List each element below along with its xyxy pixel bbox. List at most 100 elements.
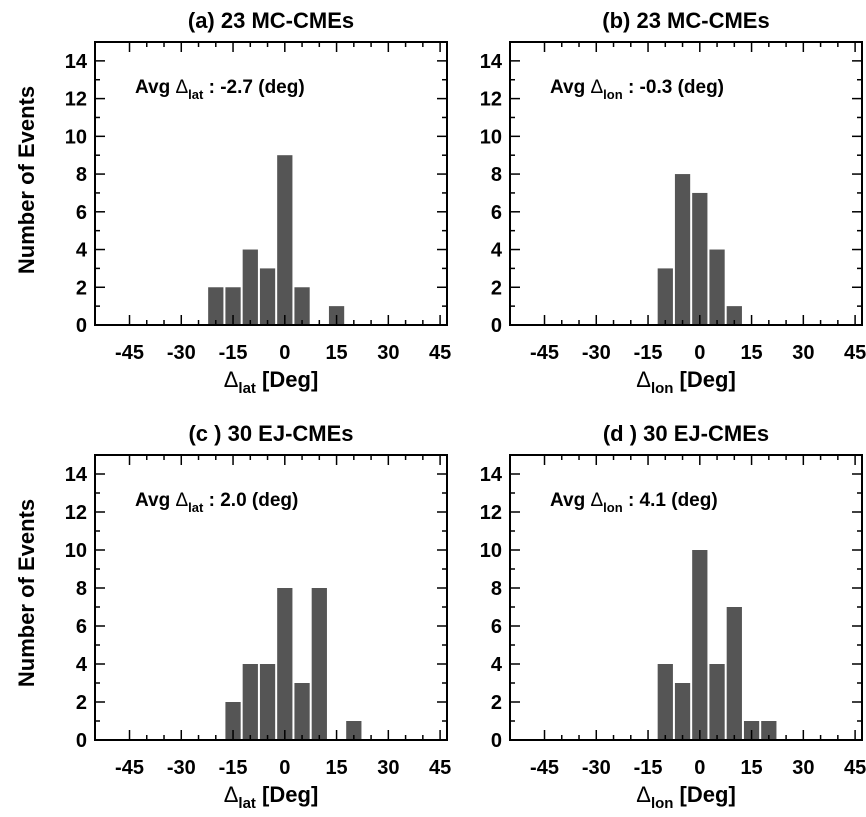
- y-tick-label: 0: [76, 730, 87, 752]
- panels: -45 -30 -15 0 15 30 45 0 2 4 6 8 10 12 14 (a) 23 MC-CME…: [65, 8, 866, 812]
- histogram-bar: [208, 287, 224, 325]
- histogram-bar: [294, 683, 310, 740]
- histogram-bar: [726, 306, 742, 325]
- x-tick-label: 15: [325, 757, 347, 779]
- y-tick-label: 8: [76, 578, 87, 600]
- x-tick-label: -30: [167, 342, 196, 364]
- x-axis-label: Δlon [Deg]: [636, 367, 736, 397]
- x-tick-label: -15: [634, 757, 663, 779]
- y-tick-label: 4: [491, 654, 503, 676]
- x-tick-label: -15: [219, 757, 248, 779]
- x-tick-label: 30: [792, 342, 814, 364]
- panel-title: (c ) 30 EJ-CMEs: [188, 421, 353, 446]
- y-tick-label: 2: [76, 692, 87, 714]
- histogram-bar: [761, 721, 777, 740]
- y-tick-label: 4: [491, 240, 503, 262]
- avg-annotation: Avg Δlon : 4.1 (deg): [550, 490, 718, 515]
- panel-title: (a) 23 MC-CMEs: [188, 8, 354, 33]
- y-tick-label: 12: [65, 89, 87, 111]
- x-tick-label: 0: [279, 757, 290, 779]
- y-tick-label: 10: [480, 126, 502, 148]
- x-tick-label: -30: [167, 757, 196, 779]
- histogram-bar: [242, 249, 258, 325]
- y-tick-label: 10: [65, 126, 87, 148]
- y-axis-label-bottom: Number of Events: [14, 499, 39, 687]
- y-tick-label: 8: [491, 164, 502, 186]
- plot-frame: [94, 454, 448, 741]
- histogram-bar: [657, 268, 673, 325]
- y-tick-label: 0: [491, 315, 502, 337]
- histogram-bar: [692, 192, 708, 325]
- x-tick-label: 0: [694, 757, 705, 779]
- histogram-bar: [259, 664, 276, 740]
- histogram-bar: [346, 721, 362, 740]
- plot-frame: [509, 41, 863, 326]
- panel-title: (d ) 30 EJ-CMEs: [603, 421, 769, 446]
- histogram-bar: [709, 249, 725, 325]
- y-axis-label-top: Number of Events: [14, 86, 39, 274]
- panel-c: -45 -30 -15 0 15 30 45 0 2 4 6 8 10 12 14 (c ) 30 EJ-CM…: [65, 421, 451, 812]
- panel-title: (b) 23 MC-CMEs: [602, 8, 769, 33]
- x-tick-label: -30: [582, 757, 611, 779]
- x-tick-label: 30: [377, 342, 399, 364]
- y-tick-label: 0: [76, 315, 87, 337]
- avg-annotation: Avg Δlon : -0.3 (deg): [550, 77, 724, 102]
- histogram-bar: [657, 664, 673, 740]
- y-tick-label: 0: [491, 730, 502, 752]
- x-tick-label: -15: [219, 342, 248, 364]
- y-tick-label: 6: [491, 616, 502, 638]
- plot-frame: [94, 41, 448, 326]
- y-tick-label: 14: [480, 51, 503, 73]
- histogram-bar: [311, 588, 327, 740]
- histogram-bar: [709, 664, 725, 740]
- histogram-bar: [674, 683, 691, 740]
- y-tick-label: 4: [76, 240, 88, 262]
- histogram-bar: [225, 287, 241, 325]
- y-tick-label: 14: [65, 464, 88, 486]
- panel-a: -45 -30 -15 0 15 30 45 0 2 4 6 8 10 12 14 (a) 23 MC-CME…: [65, 8, 451, 397]
- panel-b: -45 -30 -15 0 15 30 45 0 2 4 6 8 10 12 14 (b) 23 MC-CME…: [480, 8, 866, 397]
- histogram-bar: [726, 607, 742, 740]
- x-tick-label: 15: [740, 757, 762, 779]
- x-tick-label: -45: [530, 342, 559, 364]
- x-tick-label: -15: [634, 342, 663, 364]
- x-tick-label: -45: [530, 757, 559, 779]
- x-tick-label: 0: [279, 342, 290, 364]
- y-tick-label: 10: [480, 540, 502, 562]
- avg-annotation: Avg Δlat : -2.7 (deg): [135, 77, 305, 102]
- histogram-bar: [294, 287, 310, 325]
- x-tick-label: 45: [844, 757, 866, 779]
- x-axis-label: Δlon [Deg]: [636, 782, 736, 812]
- histogram-bar: [242, 664, 258, 740]
- plot-frame: [509, 454, 863, 741]
- histogram-bar: [674, 174, 691, 325]
- y-tick-label: 14: [65, 51, 88, 73]
- x-tick-label: 45: [429, 757, 451, 779]
- x-tick-label: 15: [740, 342, 762, 364]
- y-tick-label: 12: [480, 89, 502, 111]
- histogram-bar: [277, 155, 293, 325]
- x-tick-label: -45: [115, 342, 144, 364]
- y-tick-label: 8: [76, 164, 87, 186]
- x-axis-label: Δlat [Deg]: [224, 782, 319, 812]
- y-tick-label: 6: [76, 202, 87, 224]
- avg-annotation: Avg Δlat : 2.0 (deg): [135, 490, 298, 515]
- y-tick-label: 6: [491, 202, 502, 224]
- y-tick-label: 6: [76, 616, 87, 638]
- y-tick-label: 10: [65, 540, 87, 562]
- histogram-bar: [225, 702, 241, 740]
- x-tick-label: 45: [844, 342, 866, 364]
- y-tick-label: 2: [491, 277, 502, 299]
- y-tick-label: 12: [65, 502, 87, 524]
- panel-d: -45 -30 -15 0 15 30 45 0 2 4 6 8 10 12 14 (d ) 30 EJ-CM…: [480, 421, 866, 812]
- x-tick-label: -30: [582, 342, 611, 364]
- histogram-bar: [692, 550, 708, 740]
- x-tick-label: 15: [325, 342, 347, 364]
- x-tick-label: 30: [377, 757, 399, 779]
- x-axis-label: Δlat [Deg]: [224, 367, 319, 397]
- y-tick-label: 4: [76, 654, 88, 676]
- x-tick-label: -45: [115, 757, 144, 779]
- y-tick-label: 12: [480, 502, 502, 524]
- x-tick-label: 45: [429, 342, 451, 364]
